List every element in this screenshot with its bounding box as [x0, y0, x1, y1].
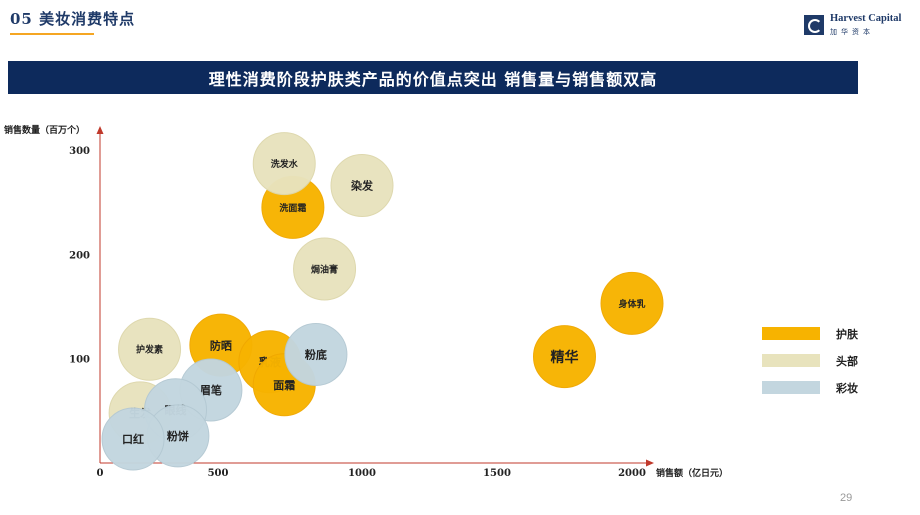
bubble-label-2-3: 粉饼: [167, 429, 189, 443]
x-tick-label-2: 1000: [348, 468, 376, 479]
bubble-label-0-1: 防晒: [210, 338, 232, 352]
bubble-label-1-3: 护发素: [136, 344, 163, 356]
legend-label-2: 彩妆: [835, 381, 858, 395]
logo-name: Harvest Capital: [830, 13, 902, 24]
y-tick-label-0: 100: [69, 355, 90, 366]
page-number: 29: [840, 492, 853, 504]
x-tick-label-0: 0: [97, 468, 104, 479]
y-tick-label-1: 200: [69, 250, 90, 261]
x-axis-title: 销售额（亿日元）: [656, 467, 728, 479]
bubble-1-2: [293, 237, 357, 301]
legend-swatch-1: [762, 354, 820, 367]
bubble-label-1-1: 染发: [351, 179, 374, 193]
y-tick-label-2: 300: [69, 146, 90, 157]
bubble-0-4: [533, 325, 596, 389]
section-title: 05 美妆消费特点: [10, 10, 136, 28]
logo-mark-icon: [804, 15, 824, 35]
bubble-1-0: [252, 132, 316, 196]
bubble-label-2-1: 眉笔: [200, 383, 222, 397]
bubble-1-3: [118, 317, 182, 381]
bubble-label-0-3: 面霜: [273, 379, 295, 392]
legend-label-1: 头部: [836, 354, 858, 368]
x-tick-label-3: 1500: [483, 468, 511, 479]
banner-title-text: 理性消费阶段护肤类产品的价值点突出 销售量与销售额双高: [208, 69, 658, 89]
y-axis-arrow-icon: [96, 126, 104, 134]
bubble-label-0-4: 精华: [551, 349, 579, 366]
logo-sub: 加华资本: [830, 28, 874, 36]
bubble-0-5: [600, 271, 664, 335]
bubble-2-0: [284, 322, 348, 386]
x-tick-label-4: 2000: [618, 468, 646, 479]
bubble-label-0-5: 身体乳: [618, 298, 645, 310]
bubble-label-2-4: 口红: [122, 432, 144, 446]
company-logo: Harvest Capital 加华资本: [804, 13, 914, 39]
x-tick-label-1: 500: [208, 468, 229, 479]
bubble-2-4: [101, 407, 165, 471]
y-axis-title: 销售数量（百万个）: [4, 124, 85, 136]
banner-title: 理性消费阶段护肤类产品的价值点突出 销售量与销售额双高: [8, 61, 858, 94]
x-axis-arrow-icon: [646, 459, 654, 467]
legend-swatch-2: [762, 381, 820, 394]
bubble-label-1-0: 洗发水: [271, 158, 299, 170]
title-underline: [10, 33, 94, 35]
bubble-label-2-0: 粉底: [305, 348, 327, 362]
bubble-label-1-2: 焗油膏: [311, 263, 338, 275]
legend-swatch-0: [762, 327, 820, 340]
bubble-1-1: [330, 153, 394, 217]
bubble-label-0-0: 洗面霜: [279, 202, 306, 214]
legend-label-0: 护肤: [836, 327, 859, 341]
